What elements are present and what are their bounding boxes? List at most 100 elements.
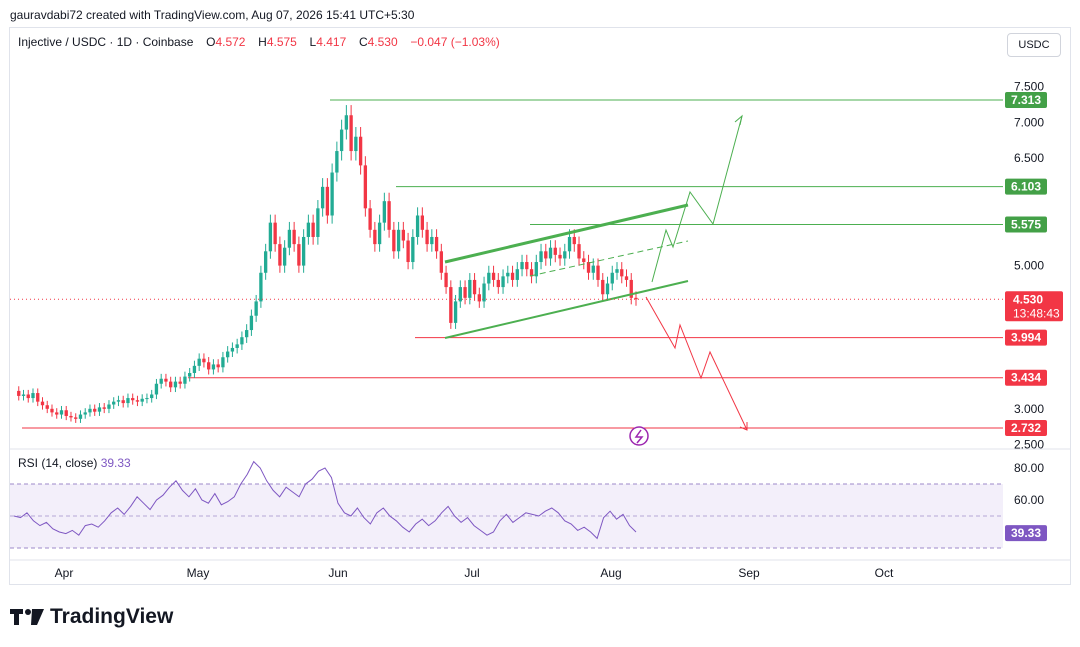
candle-body <box>425 229 429 245</box>
open-label: O <box>206 35 216 49</box>
candle-body <box>439 251 443 273</box>
rsi-badge-text: 39.33 <box>1011 526 1041 540</box>
candle-body <box>601 279 605 295</box>
candle-body <box>202 358 206 363</box>
candle-body <box>26 394 30 399</box>
candle-body <box>458 287 462 302</box>
candle-body <box>453 301 458 323</box>
candle-body <box>297 244 301 266</box>
candle-body <box>529 269 534 277</box>
candle-body <box>406 240 410 263</box>
candle-body <box>249 315 254 331</box>
candle-body <box>17 390 21 396</box>
candle-body <box>197 358 201 366</box>
bullish-forecast-path <box>651 115 743 283</box>
candle-body <box>254 301 258 316</box>
candle-body <box>487 272 491 284</box>
candle-body <box>401 229 406 241</box>
rsi-title: RSI (14, close) <box>18 456 98 470</box>
candle-body <box>444 272 448 288</box>
candle-body <box>78 414 83 419</box>
x-axis-tick: Aug <box>600 566 621 580</box>
candle-body <box>273 222 277 245</box>
candle-body <box>235 344 239 348</box>
candle-body <box>230 347 235 352</box>
last-price-text: 4.530 <box>1013 292 1043 306</box>
level-badge-text: 3.434 <box>1011 371 1041 385</box>
level-badge <box>1005 329 1047 346</box>
level-badge-text: 2.732 <box>1011 421 1041 435</box>
candle-body <box>278 244 282 266</box>
candle-body <box>126 398 130 404</box>
candle-body <box>21 394 26 396</box>
candle-body <box>316 208 320 237</box>
x-axis-tick: Jun <box>328 566 347 580</box>
price-axis-tick: 6.500 <box>1014 151 1044 165</box>
candle-body <box>183 376 187 384</box>
candle-body <box>83 412 87 415</box>
candle-body <box>107 404 111 409</box>
level-badge <box>1005 420 1047 436</box>
candle-body <box>335 151 339 173</box>
rsi-line <box>13 460 637 540</box>
candle-body <box>259 272 263 302</box>
bearish-forecast-path <box>645 296 748 431</box>
candle-body <box>344 115 349 130</box>
candle-body <box>420 215 424 230</box>
candle-body <box>382 201 387 223</box>
candle-body <box>45 405 49 409</box>
candle-body <box>178 381 182 384</box>
candle-body <box>150 394 154 399</box>
candle-body <box>339 129 344 152</box>
x-axis-tick: Apr <box>55 566 74 580</box>
candle-body <box>69 415 73 418</box>
candle-body <box>387 201 391 230</box>
candle-body <box>36 393 40 402</box>
candle-body <box>154 383 159 395</box>
candle-body <box>411 236 415 263</box>
candle-body <box>563 251 567 259</box>
candle-body <box>396 229 401 252</box>
currency-button[interactable]: USDC <box>1007 33 1061 57</box>
candle-body <box>558 254 562 259</box>
candle-body <box>354 136 358 152</box>
level-badge-text: 5.575 <box>1011 217 1041 231</box>
candle-body <box>624 276 629 280</box>
candle-body <box>615 269 619 273</box>
x-axis-tick: Jul <box>464 566 479 580</box>
change-value: −0.047 (−1.03%) <box>410 35 500 49</box>
candle-body <box>188 373 192 377</box>
rsi-value: 39.33 <box>100 456 131 470</box>
candle-body <box>221 357 225 368</box>
candle-body <box>596 265 600 280</box>
candle-body <box>577 244 581 259</box>
candle-body <box>173 381 178 388</box>
candle-body <box>55 412 59 415</box>
bearish-arrowhead <box>739 422 748 431</box>
candle-body <box>244 330 249 338</box>
candle-body <box>434 236 439 252</box>
candle-body <box>74 417 78 419</box>
candle-body <box>534 262 538 277</box>
level-badge-text: 6.103 <box>1011 180 1041 194</box>
low-value: 4.417 <box>316 35 347 49</box>
tradingview-branding: TradingView <box>10 605 173 629</box>
candle-body <box>31 393 35 399</box>
candle-body <box>491 272 496 280</box>
candle-body <box>373 229 377 245</box>
candle-body <box>301 236 306 266</box>
candle-body <box>368 208 372 230</box>
candle-body <box>496 279 500 288</box>
publisher-line: gauravdabi72 created with TradingView.co… <box>10 8 415 22</box>
candle-body <box>211 364 216 370</box>
candle-body <box>135 400 140 402</box>
candle-body <box>116 400 121 402</box>
candle-body <box>449 287 453 323</box>
candle-body <box>463 287 467 298</box>
candle-body <box>145 398 149 400</box>
candle-body <box>287 229 292 248</box>
x-axis-tick: Oct <box>875 566 894 580</box>
candle-body <box>216 364 220 368</box>
channel-mid <box>529 240 689 277</box>
